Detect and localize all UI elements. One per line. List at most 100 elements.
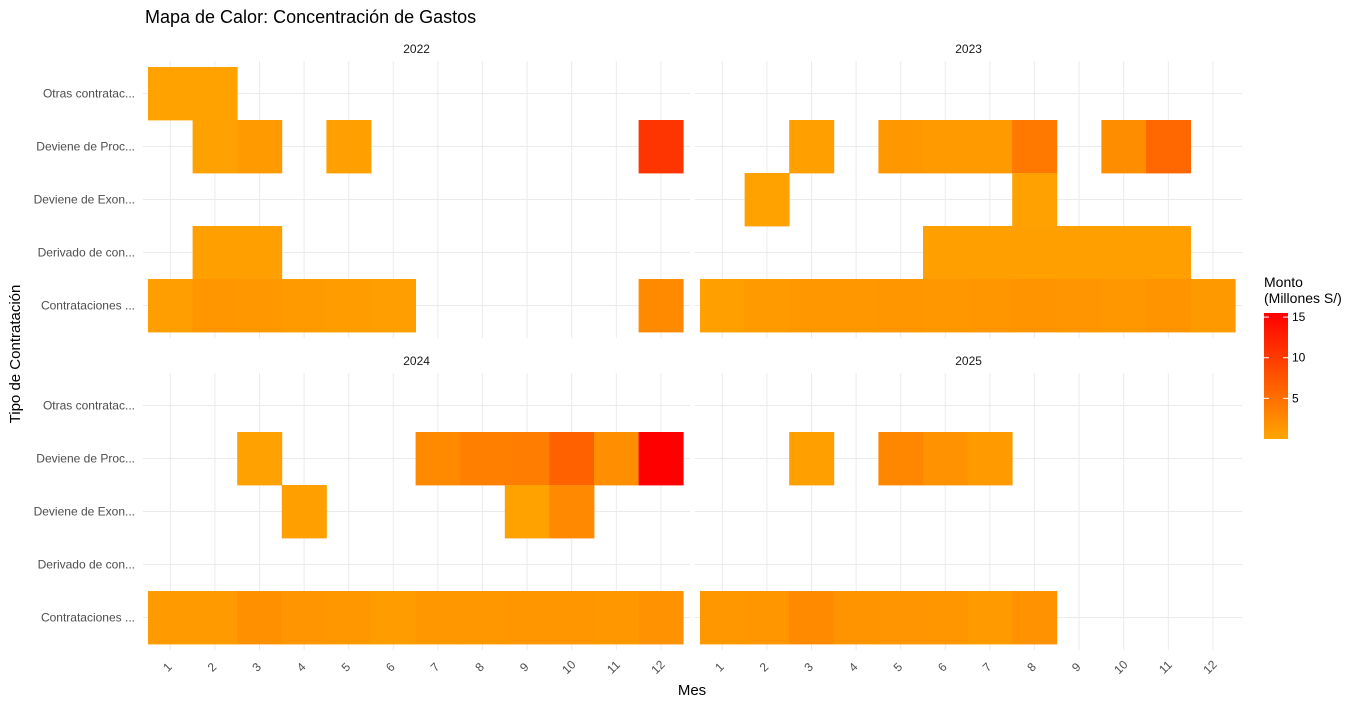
y-tick-label: Otras contratac... bbox=[43, 399, 135, 413]
heatmap-cell bbox=[237, 432, 283, 486]
x-tick-label: 12 bbox=[1200, 657, 1220, 677]
heatmap-cell bbox=[1190, 279, 1236, 333]
heatmap-cell bbox=[744, 173, 790, 227]
heatmap-cell bbox=[967, 279, 1013, 333]
heatmap-cell bbox=[638, 120, 684, 174]
heatmap-cell bbox=[878, 279, 924, 333]
heatmap-cell bbox=[460, 591, 506, 645]
heatmap-cell bbox=[237, 120, 283, 174]
heatmap-cell bbox=[594, 432, 639, 486]
legend-tick-label: 5 bbox=[1292, 391, 1299, 405]
y-tick-label: Deviene de Exon... bbox=[34, 505, 135, 519]
heatmap-cell bbox=[923, 591, 968, 645]
chart-title: Mapa de Calor: Concentración de Gastos bbox=[145, 7, 476, 27]
heatmap-cell bbox=[549, 591, 595, 645]
heatmap-cell bbox=[504, 485, 550, 539]
x-tick-label: 2 bbox=[205, 660, 220, 675]
heatmap-cell bbox=[1101, 279, 1147, 333]
heatmap-cell bbox=[192, 120, 238, 174]
x-tick-label: 8 bbox=[1024, 660, 1039, 675]
heatmap-cell bbox=[148, 591, 193, 645]
heatmap-cell bbox=[415, 591, 461, 645]
facet-strip-label: 2022 bbox=[403, 42, 430, 56]
legend-title: Monto (Millones S/) bbox=[1264, 274, 1342, 306]
heatmap-cell bbox=[549, 485, 595, 539]
heatmap-cell bbox=[878, 120, 924, 174]
heatmap-cell bbox=[700, 279, 745, 333]
heatmap-cell bbox=[744, 591, 790, 645]
x-tick-label: 9 bbox=[1069, 660, 1084, 675]
facet-strip-label: 2024 bbox=[403, 354, 430, 368]
heatmap-cell bbox=[237, 279, 283, 333]
heatmap-cell bbox=[923, 432, 968, 486]
heatmap-cell bbox=[192, 279, 238, 333]
x-tick-label: 4 bbox=[294, 660, 309, 675]
x-tick-label: 3 bbox=[801, 660, 816, 675]
x-tick-label: 6 bbox=[935, 660, 950, 675]
heatmap-cell bbox=[638, 591, 684, 645]
facet-panel-2023: 2023 bbox=[695, 42, 1243, 338]
heatmap-cell bbox=[192, 226, 238, 280]
heatmap-cell bbox=[594, 591, 639, 645]
heatmap-cell bbox=[789, 120, 835, 174]
heatmap-cell bbox=[967, 226, 1013, 280]
heatmap-cell bbox=[371, 591, 416, 645]
heatmap-cell bbox=[878, 591, 924, 645]
heatmap-cell bbox=[371, 279, 416, 333]
x-tick-label: 1 bbox=[160, 660, 175, 675]
x-tick-label: 9 bbox=[517, 660, 532, 675]
y-tick-label: Contrataciones ... bbox=[41, 299, 135, 313]
heatmap-cell bbox=[789, 279, 835, 333]
heatmap-cell bbox=[1056, 279, 1102, 333]
heatmap-cell bbox=[148, 279, 193, 333]
x-tick-label: 11 bbox=[604, 658, 623, 677]
x-tick-label: 2 bbox=[757, 660, 772, 675]
heatmap-cell bbox=[237, 591, 283, 645]
x-tick-label: 8 bbox=[472, 660, 487, 675]
heatmap-cell bbox=[504, 591, 550, 645]
facet-panel-2022: 2022 Otras contratac... Deviene de Proc...… bbox=[34, 42, 691, 338]
heatmap-cell bbox=[1012, 226, 1058, 280]
heatmap-cell bbox=[148, 67, 193, 121]
heatmap-cell bbox=[967, 591, 1013, 645]
heatmap-cell bbox=[1056, 226, 1102, 280]
heatmap-cell bbox=[923, 226, 968, 280]
heatmap-cell bbox=[1101, 226, 1147, 280]
legend-tick-label: 15 bbox=[1292, 310, 1306, 324]
heatmap-cell bbox=[1012, 279, 1058, 333]
y-tick-label: Deviene de Proc... bbox=[36, 452, 135, 466]
y-tick-label: Derivado de con... bbox=[38, 558, 135, 572]
heatmap-cell bbox=[700, 591, 745, 645]
heatmap-cell bbox=[833, 591, 879, 645]
x-tick-label: 4 bbox=[846, 660, 861, 675]
heatmap-cell bbox=[789, 591, 835, 645]
heatmap-cell bbox=[1101, 120, 1147, 174]
legend-color-bar bbox=[1264, 313, 1288, 439]
y-tick-label: Deviene de Proc... bbox=[36, 140, 135, 154]
heatmap-cell bbox=[192, 67, 238, 121]
y-axis-title: Tipo de Contratación bbox=[7, 285, 24, 424]
heatmap-cell bbox=[638, 279, 684, 333]
heatmap-cell bbox=[1012, 591, 1058, 645]
y-tick-label: Otras contratac... bbox=[43, 87, 135, 101]
x-tick-label: 6 bbox=[383, 660, 398, 675]
heatmap-cell bbox=[923, 120, 968, 174]
legend-title-line: Monto bbox=[1264, 274, 1303, 290]
heatmap-cell bbox=[789, 432, 835, 486]
facet-panel-2024: 2024 Otras contratac... Deviene de Proc...… bbox=[34, 354, 691, 677]
x-tick-label: 1 bbox=[712, 660, 727, 675]
heatmap-cell bbox=[326, 591, 372, 645]
facet-strip-label: 2023 bbox=[955, 42, 982, 56]
legend-title-line: (Millones S/) bbox=[1264, 290, 1342, 306]
heatmap-cell bbox=[281, 279, 327, 333]
x-axis-title: Mes bbox=[678, 682, 706, 699]
heatmap-cell bbox=[237, 226, 283, 280]
x-tick-label: 12 bbox=[648, 657, 668, 677]
y-tick-label: Derivado de con... bbox=[38, 246, 135, 260]
color-legend: Monto (Millones S/) 5 10 15 bbox=[1264, 274, 1342, 439]
heatmap-cell bbox=[967, 120, 1013, 174]
x-tick-label: 10 bbox=[559, 657, 579, 677]
heatmap-cell bbox=[1146, 279, 1191, 333]
heatmap-cell bbox=[504, 432, 550, 486]
